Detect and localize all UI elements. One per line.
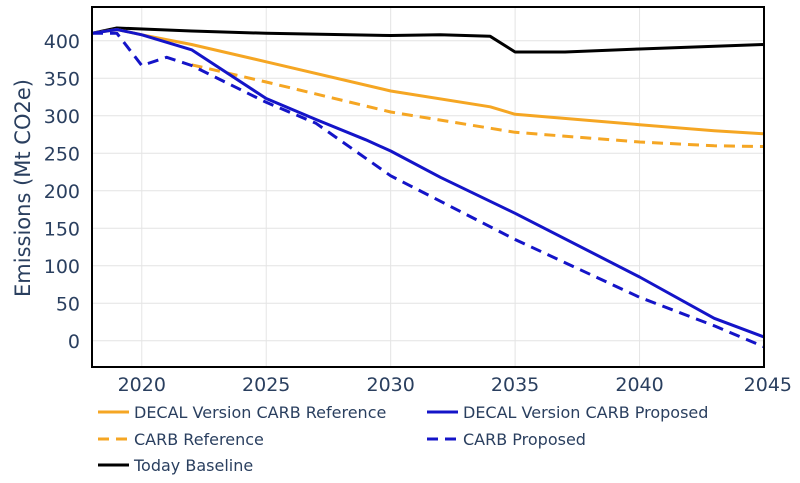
y-tick-label: 400 — [44, 31, 80, 53]
grid-layer — [92, 7, 765, 367]
y-tick-label: 50 — [56, 293, 80, 315]
x-tick-label: 2020 — [118, 374, 166, 396]
y-tick-label: 100 — [44, 256, 80, 278]
y-axis-title: Emissions (Mt CO2e) — [11, 79, 35, 297]
legend-label: CARB Reference — [134, 430, 264, 449]
series-line-today-baseline — [92, 26, 764, 54]
x-axis-ticks: 2020 2025 2030 2035 2040 2045 — [118, 374, 792, 396]
y-tick-label: 250 — [44, 143, 80, 165]
y-tick-label: 0 — [68, 331, 80, 353]
x-tick-label: 2045 — [744, 374, 792, 396]
y-tick-label: 350 — [44, 68, 80, 90]
legend-item-carb-proposed[interactable]: CARB Proposed — [427, 430, 586, 449]
legend-item-carb-reference[interactable]: CARB Reference — [98, 430, 264, 449]
legend-label: Today Baseline — [133, 456, 253, 475]
y-tick-label: 300 — [44, 106, 80, 128]
legend-item-today-baseline[interactable]: Today Baseline — [98, 456, 253, 475]
legend-item-decal-version-carb-proposed[interactable]: DECAL Version CARB Proposed — [427, 403, 708, 422]
y-axis-ticks: 0 50 100 150 200 250 300 350 400 — [44, 31, 80, 353]
series-line-decal-version-carb-proposed — [92, 28, 764, 339]
x-tick-label: 2040 — [615, 374, 663, 396]
legend: DECAL Version CARB Reference DECAL Versio… — [98, 403, 708, 475]
x-tick-label: 2030 — [366, 374, 414, 396]
legend-item-decal-version-carb-reference[interactable]: DECAL Version CARB Reference — [98, 403, 386, 422]
y-tick-label: 150 — [44, 218, 80, 240]
y-tick-label: 200 — [44, 181, 80, 203]
legend-label: DECAL Version CARB Reference — [134, 403, 386, 422]
series-layer — [92, 26, 764, 349]
series-line-carb-reference — [191, 63, 764, 148]
legend-label: CARB Proposed — [463, 430, 586, 449]
x-tick-label: 2025 — [242, 374, 290, 396]
plot-frame — [91, 6, 765, 368]
series-line-carb-proposed — [92, 31, 764, 349]
legend-label: DECAL Version CARB Proposed — [463, 403, 708, 422]
x-tick-label: 2035 — [491, 374, 539, 396]
